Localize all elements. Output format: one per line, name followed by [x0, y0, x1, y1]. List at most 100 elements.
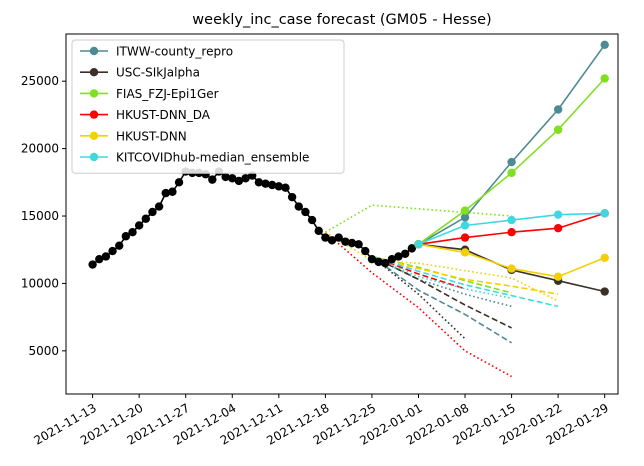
series-point [553, 210, 563, 219]
series-point [460, 221, 470, 230]
observed-point [354, 240, 363, 249]
observed-point [108, 246, 117, 256]
legend-entry: ITWW-county_repro [116, 45, 233, 59]
observed-point [228, 174, 237, 183]
observed-point [321, 233, 330, 242]
observed-point [267, 180, 277, 190]
series-point [600, 253, 609, 263]
y-tick-label: 5000 [28, 344, 59, 358]
series-line-retro-dotted [371, 255, 512, 300]
series-point [553, 125, 563, 134]
y-tick-label: 15000 [21, 209, 59, 223]
plot-frame [65, 33, 619, 395]
y-tick-label: 25000 [21, 74, 59, 88]
series-point [460, 248, 470, 257]
series-line-retro-dotted [324, 204, 512, 233]
observed-point [387, 254, 397, 264]
legend-entry: KITCOVIDhub-median_ensemble [116, 151, 309, 165]
series-line-retro-dotted [371, 255, 466, 340]
observed-point [287, 192, 297, 202]
observed-point [361, 246, 370, 256]
observed-point [374, 257, 383, 267]
series-point [507, 228, 516, 237]
observed-point [381, 259, 390, 268]
observed-line [92, 170, 419, 266]
observed-point [168, 187, 177, 196]
observed-point [134, 221, 144, 230]
observed-point [121, 232, 131, 241]
series-line-retro-dashed [371, 255, 512, 329]
legend-swatch-marker [89, 110, 99, 119]
observed-point [88, 260, 97, 269]
observed-point [101, 252, 111, 261]
observed-point [261, 179, 270, 188]
plot-area [88, 40, 609, 378]
series-point [600, 40, 609, 49]
y-tick-label: 10000 [21, 276, 59, 290]
series-point [507, 264, 516, 273]
series-line-retro-dotted [324, 231, 512, 378]
series-point [414, 240, 423, 249]
legend: ITWW-county_repro USC-SIkJalpha FIAS_FZJ-E… [71, 39, 345, 174]
series-line-retro-dashed [371, 255, 559, 308]
observed-point [327, 236, 337, 245]
observed-point [347, 238, 357, 248]
series-point [507, 157, 516, 167]
series-point [600, 74, 609, 83]
legend-swatch-marker [89, 89, 99, 98]
observed-point [128, 228, 137, 237]
series-point [460, 206, 470, 215]
series-line-retro-dashed [371, 255, 513, 344]
series-line-retro-dotted [371, 255, 512, 308]
observed-point [208, 175, 217, 184]
y-axis: 5000 10000 15000 20000 25000 [21, 74, 66, 358]
legend-entry: USC-SIkJalpha [116, 66, 200, 80]
series-point [460, 233, 470, 242]
observed-point [95, 254, 104, 264]
legend-box [71, 39, 345, 174]
x-axis: 2021-11-132021-11-202021-11-272021-12-04… [31, 394, 611, 448]
legend-entry: HKUST-DNN_DA [116, 108, 211, 122]
observed-point [221, 172, 230, 182]
series-line-retro-dashed [371, 255, 559, 295]
observed-point [314, 226, 323, 236]
observed-point [161, 188, 170, 198]
series-point [553, 223, 563, 233]
series-line-retro-dotted [324, 231, 559, 302]
observed-point [400, 249, 410, 258]
observed-point [301, 207, 310, 217]
observed-point [148, 207, 157, 217]
y-tick-label: 20000 [21, 142, 59, 156]
observed-point [154, 202, 164, 211]
series-point [460, 213, 470, 222]
series-point [507, 168, 516, 178]
series-point [507, 215, 516, 225]
series-point [600, 287, 609, 296]
observed-point [407, 244, 417, 253]
observed-point [274, 182, 284, 191]
observed-point [394, 252, 403, 261]
series-line-retro-dashed [371, 255, 466, 290]
observed-point [115, 241, 124, 250]
observed-point [341, 237, 350, 246]
series-point [553, 105, 563, 114]
legend-swatch-marker [89, 131, 99, 140]
observed-point [307, 215, 317, 225]
observed-point [241, 174, 250, 183]
observed-point [234, 176, 244, 186]
legend-swatch-marker [89, 68, 99, 77]
observed-point [334, 233, 343, 242]
observed-point [174, 178, 184, 187]
legend-swatch-marker [89, 46, 99, 56]
observed-point [294, 202, 303, 211]
series-point [600, 209, 609, 218]
observed-point [254, 178, 264, 187]
observed-point [141, 214, 151, 223]
legend-swatch-marker [89, 152, 99, 162]
legend-entry: FIAS_FZJ-Epi1Ger [116, 87, 219, 101]
observed-point [367, 254, 377, 264]
observed-point [281, 183, 290, 192]
series-point [553, 272, 563, 281]
